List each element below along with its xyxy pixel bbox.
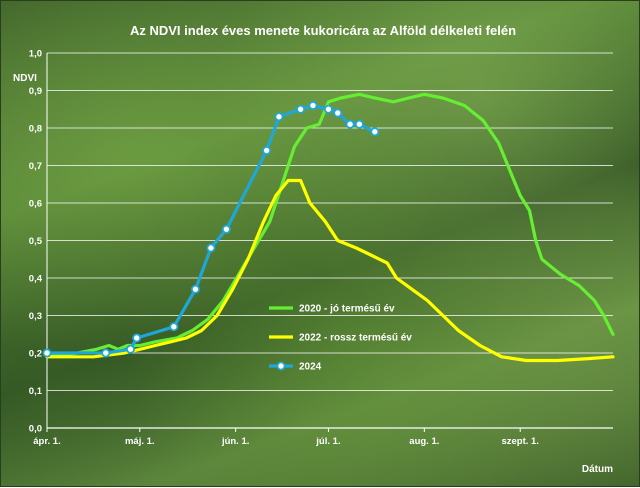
data-point [190,284,200,294]
y-axis-label: NDVI [13,73,37,84]
data-point [274,112,284,122]
gridlines [46,52,613,429]
x-tick-labels: ápr. 1. máj. 1. jún. 1. júl. 1. aug. 1. szept… [33,428,539,447]
x-tick-label: szept. 1. [501,436,539,447]
y-tick-label: 0,5 [29,236,43,247]
series-markers [42,101,380,358]
data-point [370,127,380,137]
y-tick-label: 0,2 [29,349,42,360]
x-axis-label: Dátum [582,464,613,475]
y-tick-label: 0,0 [29,424,42,435]
x-tick-label: jún. 1. [221,436,249,447]
legend-marker [276,361,286,371]
series-line-1 [45,178,615,363]
data-point [42,348,52,358]
data-point [126,344,136,354]
y-tick-labels: 0,0 0,1 0,2 0,3 0,4 0,5 0,6 0,7 0,8 0,9 1,0 [29,49,43,435]
data-point [296,104,306,114]
y-tick-label: 0,8 [29,124,42,135]
data-point [354,119,364,129]
series-line-0 [45,92,615,359]
chart-title: Az NDVI index éves menete kukoricára az … [130,23,516,38]
data-point [262,145,272,155]
data-point [345,119,355,129]
x-tick-label: aug. 1. [409,436,439,447]
x-tick-label: júl. 1. [315,436,340,447]
data-point [323,104,333,114]
data-point [206,243,216,253]
legend: 2020 - jó termésű év 2022 - rossz termésű… [269,304,412,373]
legend-label: 2024 [299,362,322,373]
data-point [333,108,343,118]
data-point [221,224,231,234]
data-point [132,333,142,343]
y-tick-label: 1,0 [29,49,42,60]
data-point [169,322,179,332]
x-tick-label: máj. 1. [125,436,155,447]
y-tick-label: 0,4 [29,274,43,285]
y-tick-label: 0,6 [29,199,42,210]
legend-label: 2022 - rossz termésű év [299,333,412,344]
data-point [308,101,318,111]
legend-label: 2020 - jó termésű év [299,304,395,315]
x-tick-label: ápr. 1. [33,436,60,447]
y-tick-label: 0,9 [29,86,42,97]
y-tick-label: 0,3 [29,311,42,322]
y-tick-label: 0,7 [29,161,42,172]
data-point [101,348,111,358]
series-lines [45,92,615,363]
y-tick-label: 0,1 [29,386,43,397]
